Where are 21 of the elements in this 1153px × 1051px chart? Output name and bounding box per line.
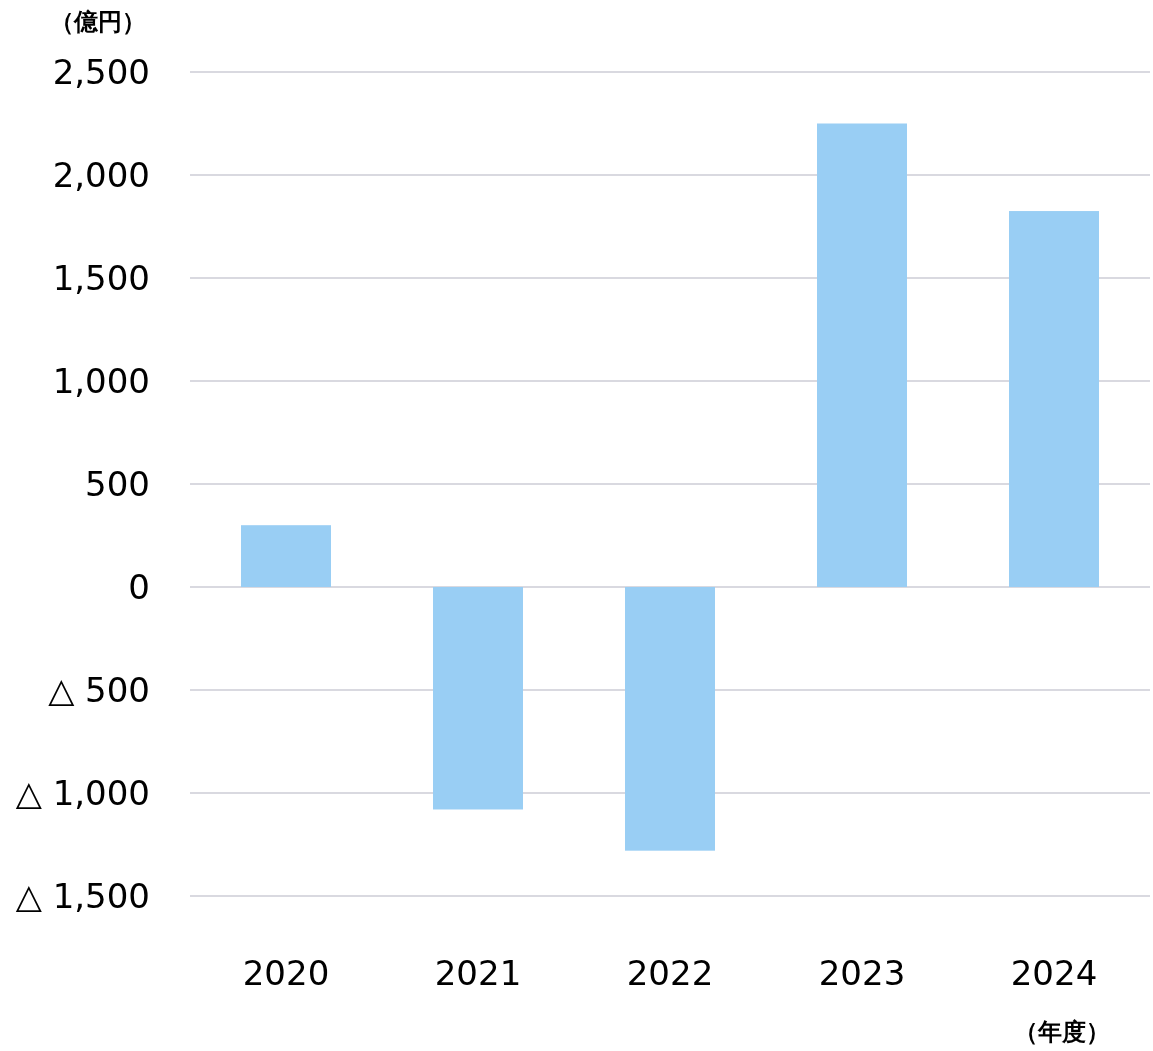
y-tick-label: 2,000 xyxy=(52,155,150,195)
x-tick-label: 2024 xyxy=(1010,953,1098,993)
bar xyxy=(241,525,331,587)
y-tick-label: 2,500 xyxy=(52,52,150,92)
x-tick-label: 2020 xyxy=(242,953,330,993)
y-tick-label: 1,500 xyxy=(52,258,150,298)
y-tick-label: 500 xyxy=(85,464,150,504)
x-tick-label: 2023 xyxy=(818,953,906,993)
y-tick-label: △ 500 xyxy=(48,670,150,710)
y-axis-title: （億円） xyxy=(50,8,146,36)
bar xyxy=(817,123,907,587)
bar xyxy=(625,587,715,851)
y-tick-label: 1,000 xyxy=(52,361,150,401)
y-tick-label: 0 xyxy=(128,567,150,607)
x-tick-label: 2022 xyxy=(626,953,714,993)
bar xyxy=(1009,211,1099,587)
x-tick-label: 2021 xyxy=(434,953,522,993)
x-axis-title: （年度） xyxy=(1014,1018,1110,1046)
y-tick-label: △ 1,000 xyxy=(15,773,150,813)
bar xyxy=(433,587,523,810)
y-tick-label: △ 1,500 xyxy=(15,876,150,916)
